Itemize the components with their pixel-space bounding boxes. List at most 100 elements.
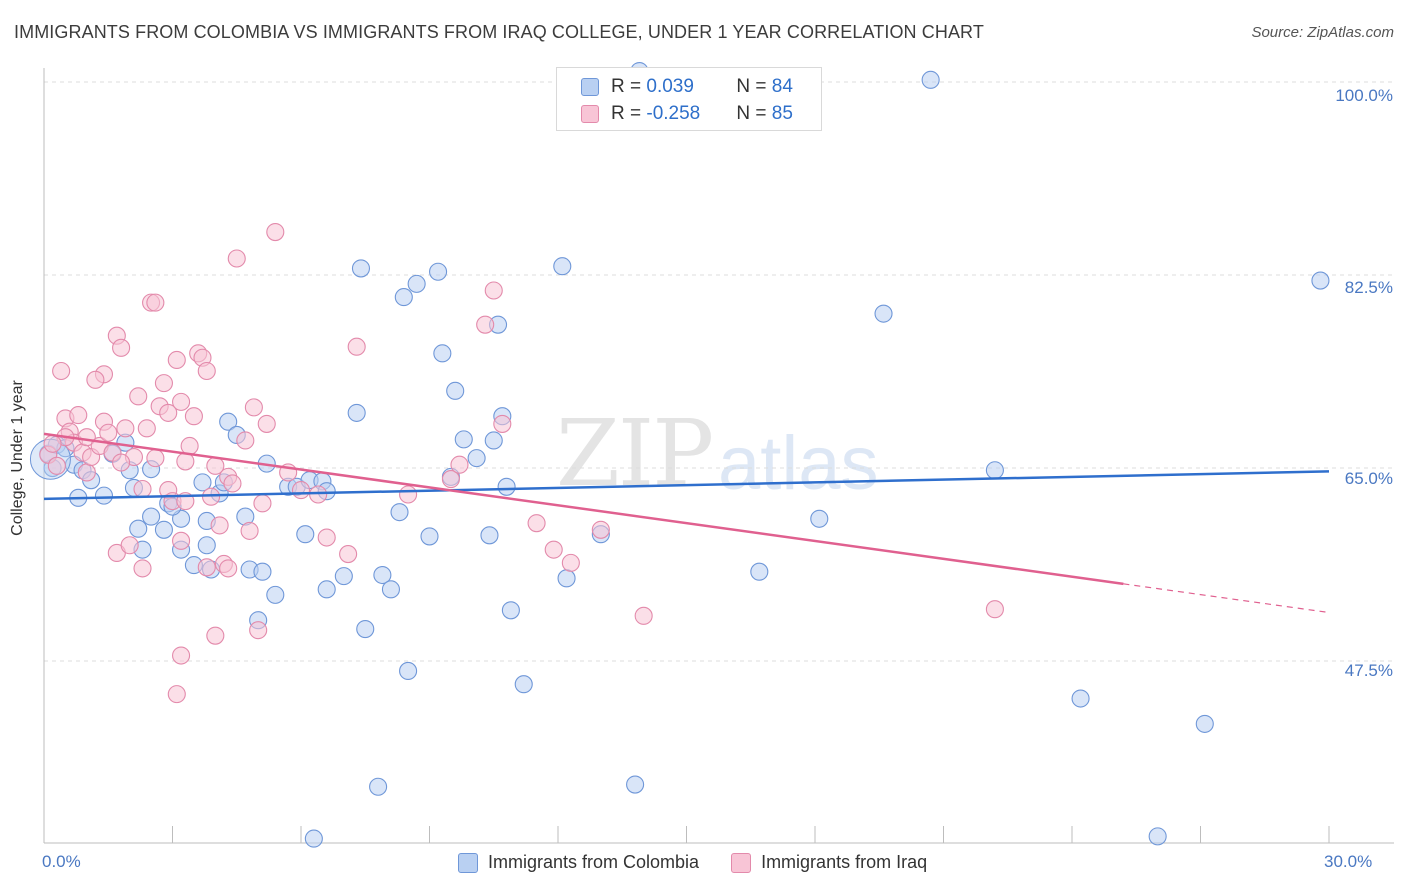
- legend-item-iraq[interactable]: Immigrants from Iraq: [731, 852, 927, 873]
- y-tick-label: 65.0%: [1344, 469, 1393, 488]
- data-point: [514, 675, 533, 694]
- data-point: [210, 516, 229, 535]
- data-point: [921, 70, 940, 89]
- legend-row-iraq: R = -0.258 N = 85: [581, 102, 793, 126]
- data-point: [227, 249, 246, 268]
- blue-swatch: [458, 852, 478, 873]
- data-point: [197, 361, 216, 381]
- data-point: [433, 344, 452, 363]
- data-point: [1311, 271, 1330, 290]
- data-point: [146, 449, 165, 468]
- data-point: [351, 259, 371, 278]
- data-point: [493, 414, 512, 433]
- data-point: [137, 419, 156, 438]
- data-point: [480, 526, 499, 545]
- data-point: [167, 685, 186, 704]
- data-point: [501, 601, 520, 620]
- data-point: [172, 392, 191, 411]
- watermark-atlas: atlas: [718, 421, 879, 506]
- data-point: [390, 503, 409, 522]
- n-label: N =: [736, 76, 772, 97]
- correlation-legend: R = 0.039 N = 84 R = -0.258 N = 85: [556, 67, 822, 131]
- y-axis-label: College, Under 1 year: [9, 380, 26, 536]
- y-tick-label: 82.5%: [1344, 278, 1393, 297]
- n-value: 85: [771, 103, 793, 124]
- data-point: [291, 481, 311, 500]
- r-label: R =: [611, 103, 647, 124]
- data-point: [236, 431, 255, 450]
- trend-line-colombia: [43, 470, 1330, 501]
- data-point: [1195, 714, 1214, 733]
- data-point: [497, 477, 516, 496]
- data-point: [94, 486, 114, 505]
- legend-label: Immigrants from Colombia: [488, 852, 700, 872]
- data-point: [446, 381, 465, 400]
- legend-row-colombia: R = 0.039 N = 84: [581, 75, 793, 99]
- data-point: [399, 661, 418, 681]
- data-point: [356, 620, 375, 639]
- data-point: [206, 626, 225, 645]
- data-point: [557, 569, 576, 588]
- data-point: [874, 304, 893, 323]
- trend-line-iraq-extension: [1123, 583, 1330, 614]
- data-point: [69, 406, 88, 425]
- data-point: [553, 257, 572, 276]
- data-point: [193, 473, 212, 492]
- data-point: [317, 580, 336, 599]
- data-point: [249, 621, 268, 640]
- data-point: [467, 449, 486, 468]
- data-point: [47, 456, 66, 475]
- y-tick-label: 47.5%: [1344, 661, 1393, 680]
- data-point: [985, 461, 1004, 480]
- data-point: [77, 463, 96, 482]
- data-point: [112, 338, 131, 357]
- data-point: [116, 419, 135, 438]
- x-tick-label: 30.0%: [1324, 852, 1373, 871]
- data-point: [133, 479, 152, 499]
- data-point: [43, 434, 62, 453]
- data-point: [317, 528, 336, 547]
- source-label: Source: ZipAtlas.com: [1251, 24, 1394, 41]
- data-point: [634, 606, 653, 625]
- data-point: [146, 293, 165, 312]
- data-point: [1071, 689, 1090, 708]
- data-point: [484, 281, 503, 300]
- data-point: [750, 562, 769, 581]
- data-point: [591, 520, 610, 539]
- data-point: [399, 485, 418, 504]
- data-point: [159, 403, 178, 422]
- r-value: 0.039: [646, 76, 694, 97]
- data-point: [810, 509, 829, 528]
- data-point: [626, 775, 645, 794]
- r-value: -0.258: [646, 103, 701, 124]
- data-point: [86, 370, 105, 389]
- data-point: [334, 567, 353, 586]
- data-point: [420, 527, 439, 546]
- data-point: [257, 414, 276, 433]
- r-label: R =: [611, 76, 647, 97]
- x-tick-label: 0.0%: [42, 852, 81, 871]
- data-point: [167, 350, 186, 370]
- series-legend: Immigrants from Colombia Immigrants from…: [458, 852, 959, 873]
- data-point: [304, 829, 323, 848]
- data-point: [476, 315, 495, 334]
- data-point: [184, 407, 203, 426]
- data-point: [266, 585, 285, 604]
- data-point: [347, 403, 366, 422]
- data-point: [1148, 827, 1167, 846]
- data-point: [561, 553, 580, 572]
- y-tick-label: 100.0%: [1335, 86, 1393, 105]
- data-point: [172, 531, 191, 550]
- pink-swatch: [581, 105, 599, 123]
- data-point: [309, 485, 328, 504]
- n-label: N =: [736, 103, 772, 124]
- data-point: [985, 600, 1004, 619]
- data-point: [527, 514, 546, 533]
- data-point: [129, 387, 148, 406]
- chart-title: IMMIGRANTS FROM COLOMBIA VS IMMIGRANTS F…: [14, 22, 984, 42]
- legend-item-colombia[interactable]: Immigrants from Colombia: [458, 852, 699, 873]
- pink-swatch: [731, 852, 752, 873]
- data-point: [450, 455, 469, 474]
- data-point: [197, 558, 216, 577]
- data-point: [197, 536, 216, 555]
